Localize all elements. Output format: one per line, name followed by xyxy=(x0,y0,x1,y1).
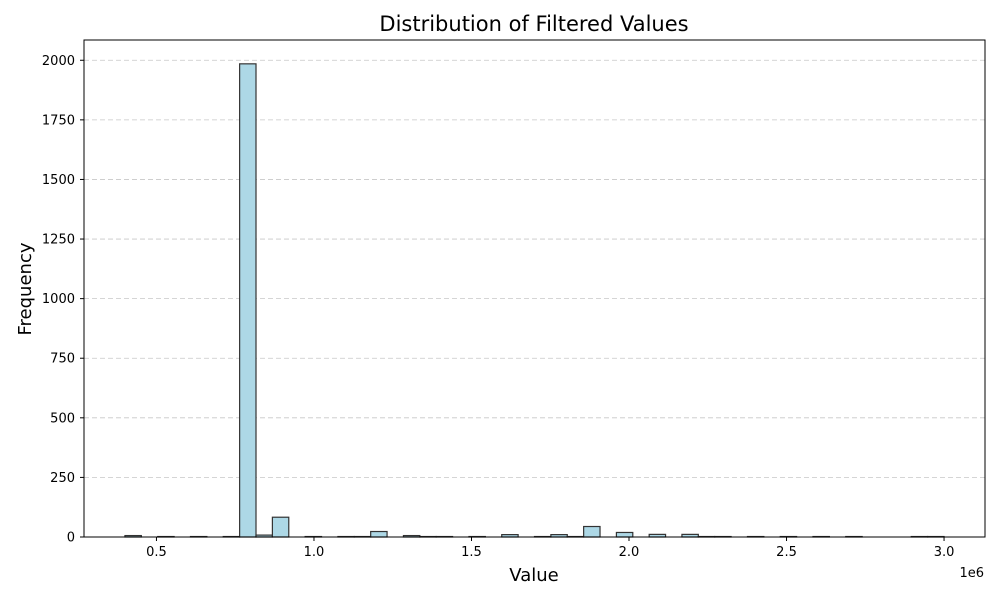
y-tick-label: 1000 xyxy=(42,292,75,307)
x-axis-label: Value xyxy=(509,565,558,586)
histogram-bar xyxy=(583,525,601,538)
y-axis-label: Frequency xyxy=(15,242,36,335)
plot-frame xyxy=(83,39,986,538)
x-tick-label: 1.0 xyxy=(304,545,325,560)
histogram-bar xyxy=(271,516,290,538)
x-tick-label: 3.0 xyxy=(934,545,955,560)
x-tick-label: 0.5 xyxy=(146,545,167,560)
chart-title: Distribution of Filtered Values xyxy=(379,12,688,36)
x-axis-offset-label: 1e6 xyxy=(959,566,984,581)
y-tick-label: 1750 xyxy=(42,113,75,128)
y-tick-label: 500 xyxy=(50,411,75,426)
y-tick-label: 750 xyxy=(50,352,75,367)
histogram-bar xyxy=(239,63,257,538)
x-axis-ticks: 0.5 1.0 1.5 2.0 2.5 3.0 xyxy=(146,537,954,560)
y-axis-ticks: 0 250 500 750 1000 1250 1500 1750 2000 xyxy=(42,54,84,546)
histogram-bar xyxy=(615,531,634,538)
x-tick-label: 2.5 xyxy=(776,545,797,560)
y-tick-label: 1500 xyxy=(42,173,75,188)
y-tick-label: 0 xyxy=(67,531,75,546)
x-tick-label: 1.5 xyxy=(461,545,482,560)
x-tick-label: 2.0 xyxy=(619,545,640,560)
y-tick-label: 2000 xyxy=(42,54,75,69)
y-tick-label: 250 xyxy=(50,471,75,486)
y-tick-label: 1250 xyxy=(42,233,75,248)
histogram-bar xyxy=(370,530,388,538)
